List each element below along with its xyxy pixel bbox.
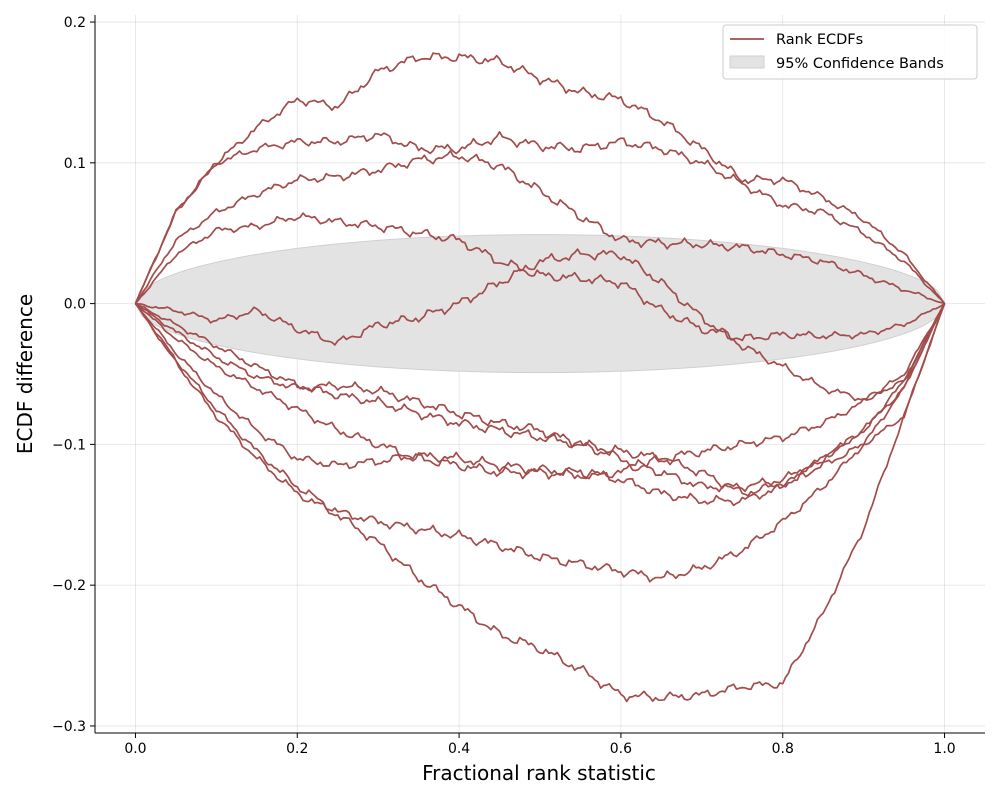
rank-ecdf-line-1 (134, 52, 946, 305)
x-tick-label-5: 1.0 (933, 741, 955, 757)
legend-frame (722, 24, 978, 80)
legend-label-rank-ecdfs: Rank ECDFs (776, 32, 863, 48)
y-tick-label-3: −0.1 (52, 437, 86, 453)
x-axis-title: Fractional rank statistic (422, 761, 656, 785)
y-tick-label-1: 0.1 (64, 156, 86, 172)
confidence-band-layer (134, 234, 946, 374)
x-tick-label-3: 0.6 (610, 741, 632, 757)
rank-ecdf-line-4 (134, 212, 946, 342)
rank-ecdf-line-10 (134, 303, 946, 583)
x-tick-label-0: 0.0 (124, 741, 146, 757)
rank-ecdf-line-7 (134, 302, 946, 497)
series-layer (134, 52, 946, 703)
rank-ecdf-line-8 (134, 303, 946, 480)
rank-ecdf-line-3 (134, 150, 945, 305)
legend-label-confidence-bands: 95% Confidence Bands (776, 56, 944, 72)
x-tick-label-4: 0.8 (772, 741, 794, 757)
x-tick-label-1: 0.2 (286, 741, 308, 757)
rank-ecdf-line-11 (134, 303, 946, 703)
rank-ecdf-line-2 (134, 130, 946, 305)
x-tick-label-2: 0.4 (448, 741, 470, 757)
y-tick-label-4: −0.2 (52, 578, 86, 594)
confidence-band (134, 234, 946, 374)
y-axis-title: ECDF difference (13, 294, 37, 454)
y-tick-label-5: −0.3 (52, 719, 86, 735)
rank-ecdf-line-9 (134, 303, 946, 507)
ticks: 0.0 0.2 0.4 0.6 0.8 1.0 0.2 0.1 0.0 −0.1 −0.2 −0.3 (52, 15, 956, 757)
y-tick-label-0: 0.2 (64, 15, 86, 31)
legend-band-swatch (729, 55, 765, 69)
y-tick-label-2: 0.0 (64, 297, 86, 313)
rank-ecdf-line-5 (135, 248, 946, 402)
axes (94, 15, 985, 734)
legend: Rank ECDFs 95% Confidence Bands (722, 24, 978, 80)
